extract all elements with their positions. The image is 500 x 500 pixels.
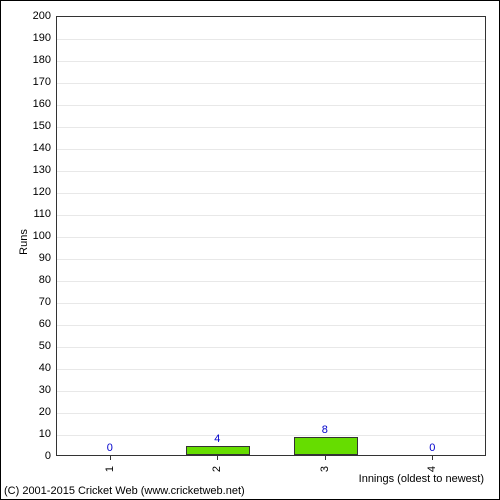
y-tick-label: 80: [21, 274, 51, 286]
y-tick-label: 120: [21, 186, 51, 198]
y-tick-label: 170: [21, 76, 51, 88]
y-tick-label: 110: [21, 208, 51, 220]
x-tick-mark: [110, 456, 111, 460]
y-tick-label: 0: [21, 450, 51, 462]
bar-value-label: 4: [214, 433, 220, 445]
y-tick-label: 50: [21, 340, 51, 352]
y-tick-label: 70: [21, 296, 51, 308]
y-tick-label: 30: [21, 384, 51, 396]
gridline: [57, 105, 485, 106]
gridline: [57, 171, 485, 172]
gridline: [57, 215, 485, 216]
y-tick-label: 200: [21, 10, 51, 22]
bar: [186, 446, 250, 455]
gridline: [57, 281, 485, 282]
x-tick-mark: [432, 456, 433, 460]
x-tick-label: 2: [211, 466, 223, 472]
y-tick-label: 130: [21, 164, 51, 176]
chart-container: Runs Innings (oldest to newest) (C) 2001…: [0, 0, 500, 500]
gridline: [57, 237, 485, 238]
gridline: [57, 61, 485, 62]
gridline: [57, 83, 485, 84]
y-tick-label: 150: [21, 120, 51, 132]
gridline: [57, 369, 485, 370]
x-tick-label: 1: [104, 466, 116, 472]
bar-value-label: 8: [322, 424, 328, 436]
x-tick-mark: [325, 456, 326, 460]
y-tick-label: 60: [21, 318, 51, 330]
gridline: [57, 413, 485, 414]
gridline: [57, 303, 485, 304]
y-tick-label: 160: [21, 98, 51, 110]
y-tick-label: 90: [21, 252, 51, 264]
gridline: [57, 259, 485, 260]
y-tick-label: 10: [21, 428, 51, 440]
bar: [294, 437, 358, 455]
gridline: [57, 391, 485, 392]
x-tick-mark: [217, 456, 218, 460]
gridline: [57, 127, 485, 128]
y-tick-label: 20: [21, 406, 51, 418]
gridline: [57, 435, 485, 436]
gridline: [57, 39, 485, 40]
bar-value-label: 0: [429, 442, 435, 454]
y-tick-label: 140: [21, 142, 51, 154]
x-axis-label: Innings (oldest to newest): [359, 473, 484, 485]
bar-value-label: 0: [107, 442, 113, 454]
gridline: [57, 193, 485, 194]
y-tick-label: 100: [21, 230, 51, 242]
x-tick-label: 3: [319, 466, 331, 472]
plot-area: [56, 16, 486, 456]
gridline: [57, 347, 485, 348]
gridline: [57, 149, 485, 150]
gridline: [57, 325, 485, 326]
y-tick-label: 190: [21, 32, 51, 44]
y-tick-label: 180: [21, 54, 51, 66]
y-tick-label: 40: [21, 362, 51, 374]
copyright-text: (C) 2001-2015 Cricket Web (www.cricketwe…: [4, 485, 245, 497]
x-tick-label: 4: [426, 466, 438, 472]
